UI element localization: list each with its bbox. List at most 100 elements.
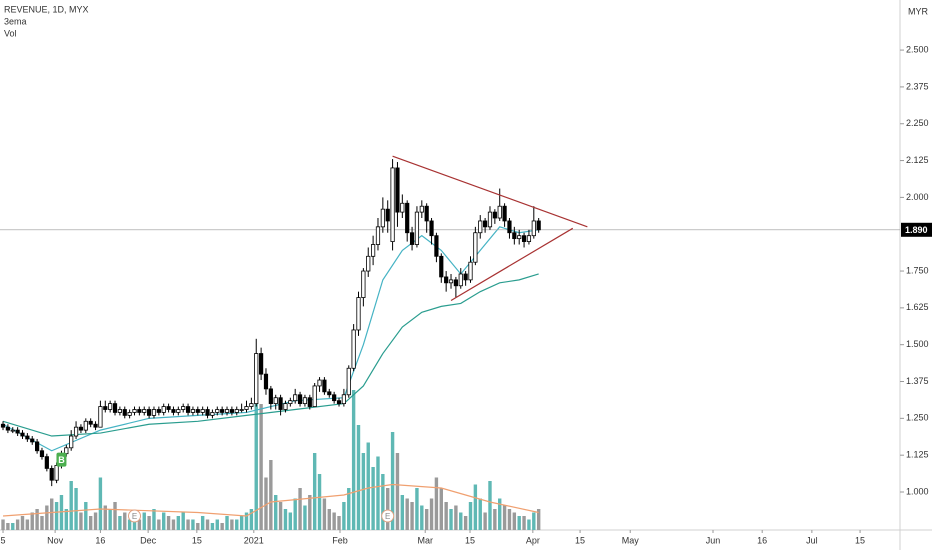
candle-body <box>210 412 215 416</box>
volume-bar <box>171 519 176 530</box>
volume-bar <box>181 512 185 530</box>
volume-bar <box>395 453 400 530</box>
candle-body <box>39 450 45 458</box>
candle-body <box>137 409 142 413</box>
candle-body <box>521 235 527 242</box>
volume-bar <box>152 509 156 530</box>
volume-bar <box>225 516 229 530</box>
volume-bar <box>25 519 30 530</box>
volume-bar <box>342 502 346 530</box>
volume-bar <box>64 509 69 530</box>
candle-body <box>35 441 40 452</box>
candle-body <box>414 211 420 245</box>
volume-bar <box>249 509 254 530</box>
volume-bar <box>420 505 424 530</box>
volume-bar <box>498 498 502 530</box>
volume-bar <box>444 502 448 530</box>
volume-bar <box>269 460 273 530</box>
volume-bar <box>405 498 409 530</box>
candle-body <box>93 423 98 428</box>
x-tick-label: 16 <box>95 535 105 545</box>
volume-bar <box>1 519 5 530</box>
x-tick-label: 2021 <box>244 535 264 545</box>
volume-bar <box>283 509 288 530</box>
candle-body <box>30 438 35 443</box>
volume-bar <box>45 505 49 530</box>
candle-body <box>385 208 390 222</box>
volume-bar <box>303 505 307 530</box>
volume-bar <box>439 488 443 530</box>
candle-body <box>249 403 254 407</box>
candle-body <box>15 429 20 434</box>
volume-bar <box>522 516 526 530</box>
trendline <box>450 227 574 302</box>
volume-bar <box>93 512 98 530</box>
volume-bar <box>127 519 132 530</box>
candle-body <box>64 447 69 455</box>
volume-bar <box>483 512 487 530</box>
x-tick-label: Nov <box>47 535 64 545</box>
candle-body <box>25 435 30 440</box>
candle-body <box>142 409 147 413</box>
last-price-box <box>901 222 932 237</box>
x-tick-label: Mar <box>417 535 433 545</box>
candle-body <box>473 232 478 263</box>
candle-body <box>395 167 400 213</box>
volume-bar <box>322 498 327 530</box>
volume-bar <box>230 519 234 530</box>
volume-bar <box>79 512 83 530</box>
volume-bar <box>527 519 531 530</box>
candle-body <box>424 205 429 222</box>
candle-body <box>380 208 385 228</box>
candle-body <box>302 397 308 405</box>
volume-bar <box>113 502 117 530</box>
volume-bar <box>381 474 385 530</box>
volume-bar <box>493 509 497 530</box>
y-tick-label: 1.125 <box>906 450 929 460</box>
x-tick-label: Jul <box>806 535 818 545</box>
volume-bar <box>239 516 244 530</box>
candle-body <box>151 409 157 416</box>
x-tick-label: 15 <box>575 535 585 545</box>
volume-bar <box>40 516 44 530</box>
volume-bar <box>434 477 439 530</box>
candle-body <box>419 205 424 213</box>
volume-bar <box>517 516 521 530</box>
volume-bar <box>186 519 190 530</box>
volume-bar <box>502 505 507 530</box>
y-tick-label: 2.250 <box>906 118 929 128</box>
volume-bar <box>312 453 317 530</box>
volume-bar <box>166 516 171 530</box>
candle-body <box>439 255 444 278</box>
y-tick-label: 1.750 <box>906 265 929 275</box>
volume-bar <box>103 505 107 530</box>
candle-body <box>259 353 264 375</box>
y-tick-label: 1.375 <box>906 376 929 386</box>
volume-bar <box>84 502 88 530</box>
volume-bar <box>20 516 25 530</box>
volume-bar <box>410 502 414 530</box>
volume-bar <box>488 481 492 530</box>
trendline <box>392 155 588 228</box>
volume-bar <box>196 523 200 530</box>
candle-body <box>341 394 346 405</box>
volume-bar <box>371 467 375 530</box>
x-tick-label: May <box>622 535 640 545</box>
candle-body <box>215 409 220 413</box>
candle-body <box>166 406 171 410</box>
candle-body <box>317 379 322 387</box>
earnings-marker <box>127 509 141 523</box>
candle-body <box>429 220 434 237</box>
volume-bar <box>532 512 536 530</box>
volume-bar <box>366 442 370 530</box>
candle-body <box>108 403 113 410</box>
volume-bar <box>54 502 59 530</box>
volume-bar <box>74 488 78 530</box>
candle-body <box>224 409 230 413</box>
candle-body <box>190 409 196 413</box>
earnings-marker-label: E <box>385 512 390 521</box>
volume-ma-line <box>2 483 539 517</box>
candle-body <box>492 211 497 219</box>
x-tick-label: 15 <box>192 535 202 545</box>
